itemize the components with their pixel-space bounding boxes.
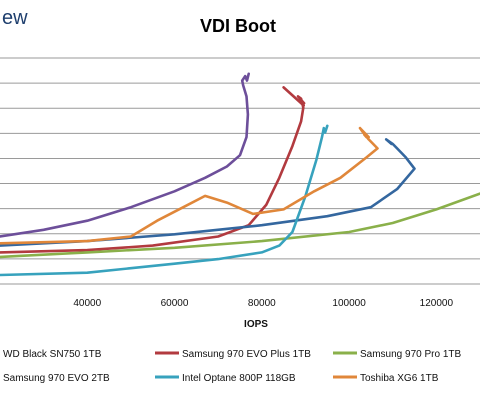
x-tick-label: 80000 [248, 298, 276, 309]
legend-label: Intel Optane 800P 118GB [182, 373, 296, 384]
x-tick-label: 60000 [161, 298, 189, 309]
x-axis-ticks: 40000 60000 80000 100000 120000 [73, 298, 453, 309]
legend-label: WD Black SN750 1TB [3, 349, 102, 360]
legend: WD Black SN750 1TB Samsung 970 EVO Plus 1… [3, 349, 461, 384]
series-line-4 [0, 138, 416, 247]
x-tick-label: 100000 [332, 298, 366, 309]
x-tick-label: 40000 [73, 298, 101, 309]
gridlines [0, 57, 480, 285]
legend-label: Samsung 970 EVO 2TB [3, 373, 110, 384]
legend-label: Toshiba XG6 1TB [360, 373, 439, 384]
legend-label: Samsung 970 Pro 1TB [360, 349, 461, 360]
x-tick-label: 120000 [420, 298, 454, 309]
series-line-2 [0, 86, 306, 254]
series-line-5 [0, 124, 329, 277]
x-axis-label: IOPS [244, 319, 268, 330]
series-layer [0, 72, 480, 277]
legend-label: Samsung 970 EVO Plus 1TB [182, 349, 311, 360]
series-line-3 [0, 192, 480, 259]
series-line-6 [0, 126, 379, 245]
brand-logo: ew [2, 7, 28, 29]
chart-title: VDI Boot [200, 16, 276, 36]
series-line-1 [0, 72, 250, 238]
